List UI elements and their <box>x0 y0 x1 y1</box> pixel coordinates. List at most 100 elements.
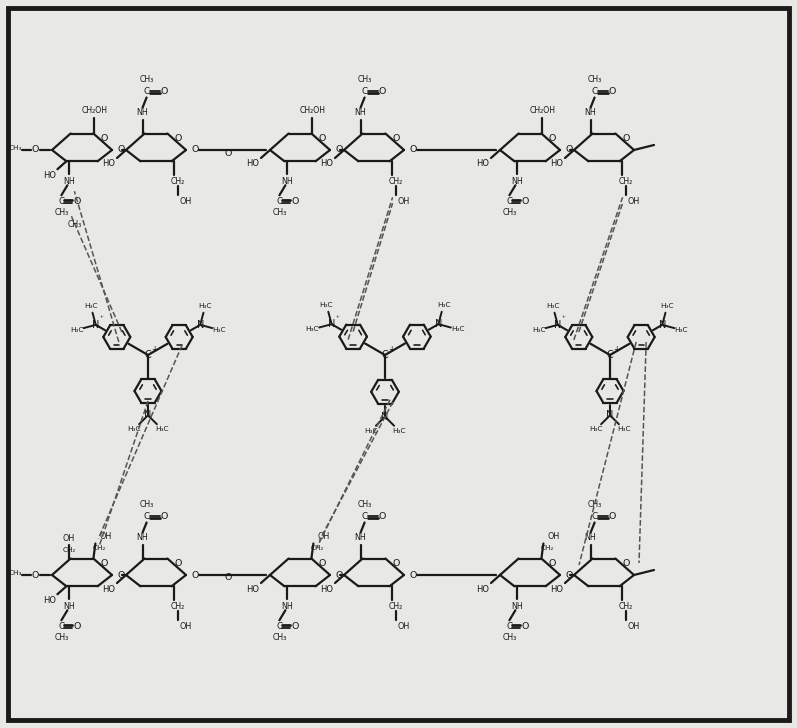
Text: C: C <box>143 512 150 521</box>
Text: NH: NH <box>64 602 75 611</box>
Text: O: O <box>609 512 616 521</box>
Text: O: O <box>174 559 182 569</box>
Text: HO: HO <box>43 171 56 180</box>
Text: H₃C: H₃C <box>437 301 450 308</box>
Text: O: O <box>318 134 325 143</box>
Text: C: C <box>143 87 150 96</box>
Text: C: C <box>277 197 282 206</box>
Text: OH: OH <box>627 197 640 206</box>
Text: CH₃: CH₃ <box>587 500 602 509</box>
Text: O: O <box>565 146 573 154</box>
Text: O: O <box>292 197 299 206</box>
Text: HO: HO <box>43 596 56 605</box>
Text: CH₂: CH₂ <box>171 602 185 611</box>
Text: H₃C: H₃C <box>198 303 212 309</box>
Text: O: O <box>410 146 417 154</box>
Text: CH₂: CH₂ <box>540 545 554 552</box>
Text: NH: NH <box>64 177 75 186</box>
Text: O: O <box>117 146 124 154</box>
Text: ⁺: ⁺ <box>561 317 565 323</box>
Text: H₃C: H₃C <box>532 327 545 333</box>
Text: HO: HO <box>246 585 260 593</box>
Text: CH₂OH: CH₂OH <box>81 106 108 115</box>
Text: +: + <box>388 344 395 354</box>
Text: C: C <box>58 622 65 630</box>
Text: H₃C: H₃C <box>128 427 141 432</box>
Text: CH₃: CH₃ <box>139 75 154 84</box>
Text: H₃C: H₃C <box>674 327 688 333</box>
Text: HO: HO <box>320 585 333 593</box>
Text: OH: OH <box>398 197 410 206</box>
Text: O: O <box>117 571 124 579</box>
Text: N: N <box>434 319 442 329</box>
Text: CH₃: CH₃ <box>358 75 371 84</box>
Text: HO: HO <box>551 159 563 168</box>
Text: NH: NH <box>512 177 524 186</box>
Text: O: O <box>191 146 198 154</box>
Text: CH₃: CH₃ <box>273 633 287 642</box>
Text: CH₃: CH₃ <box>67 220 81 229</box>
Text: HO: HO <box>103 585 116 593</box>
Text: HO: HO <box>477 585 489 593</box>
Text: NH: NH <box>137 533 148 542</box>
Text: +: + <box>613 344 619 354</box>
Text: H₃C: H₃C <box>393 428 406 434</box>
Text: N: N <box>658 320 666 330</box>
Text: C: C <box>506 622 512 630</box>
Text: O: O <box>224 574 232 582</box>
Text: C: C <box>362 87 367 96</box>
Text: ⁺: ⁺ <box>100 317 103 323</box>
Text: OH: OH <box>179 622 192 630</box>
Text: H₃C: H₃C <box>617 427 630 432</box>
Text: C: C <box>362 512 367 521</box>
Text: NH: NH <box>355 533 367 542</box>
Text: O: O <box>318 559 325 569</box>
Text: O: O <box>292 622 299 630</box>
Text: CH₂: CH₂ <box>618 602 633 611</box>
Text: C: C <box>591 512 598 521</box>
Text: NH: NH <box>585 108 596 117</box>
Text: O: O <box>31 146 39 154</box>
Text: NH: NH <box>585 533 596 542</box>
Text: H₃C: H₃C <box>84 303 97 309</box>
Text: CH₃: CH₃ <box>273 207 287 217</box>
Text: N: N <box>607 411 614 420</box>
Text: O: O <box>73 197 81 206</box>
Text: N: N <box>554 320 561 330</box>
Text: C: C <box>277 622 282 630</box>
Text: OH: OH <box>548 532 559 541</box>
Text: NH: NH <box>281 602 293 611</box>
Text: NH: NH <box>512 602 524 611</box>
Text: H₃C: H₃C <box>364 428 378 434</box>
Text: CH₂OH: CH₂OH <box>529 106 556 115</box>
Text: OH: OH <box>627 622 640 630</box>
Text: CH₂: CH₂ <box>618 177 633 186</box>
Text: N: N <box>328 319 336 329</box>
Text: O: O <box>224 149 232 157</box>
Text: H₃C: H₃C <box>546 303 559 309</box>
Text: O: O <box>522 622 529 630</box>
Text: OH: OH <box>179 197 192 206</box>
Text: ⁺: ⁺ <box>336 316 339 322</box>
Text: OH: OH <box>398 622 410 630</box>
Text: H₃C: H₃C <box>155 427 169 432</box>
Text: C: C <box>144 350 151 360</box>
Text: CH₂: CH₂ <box>388 177 402 186</box>
Text: CH₃: CH₃ <box>54 633 69 642</box>
Text: H₃C: H₃C <box>661 303 674 309</box>
Text: O: O <box>73 622 81 630</box>
Text: N: N <box>381 411 389 422</box>
Text: O: O <box>191 571 198 579</box>
Text: CH₂: CH₂ <box>171 177 185 186</box>
Text: CH₃: CH₃ <box>358 500 371 509</box>
Text: H₃C: H₃C <box>320 301 333 308</box>
Text: CH₃: CH₃ <box>139 500 154 509</box>
Text: CH₃: CH₃ <box>502 207 516 217</box>
Text: HO: HO <box>246 159 260 168</box>
Text: O: O <box>174 134 182 143</box>
Text: H₃C: H₃C <box>589 427 603 432</box>
Text: CH₂: CH₂ <box>388 602 402 611</box>
Text: HO: HO <box>103 159 116 168</box>
Text: O: O <box>100 559 108 569</box>
Text: C: C <box>591 87 598 96</box>
